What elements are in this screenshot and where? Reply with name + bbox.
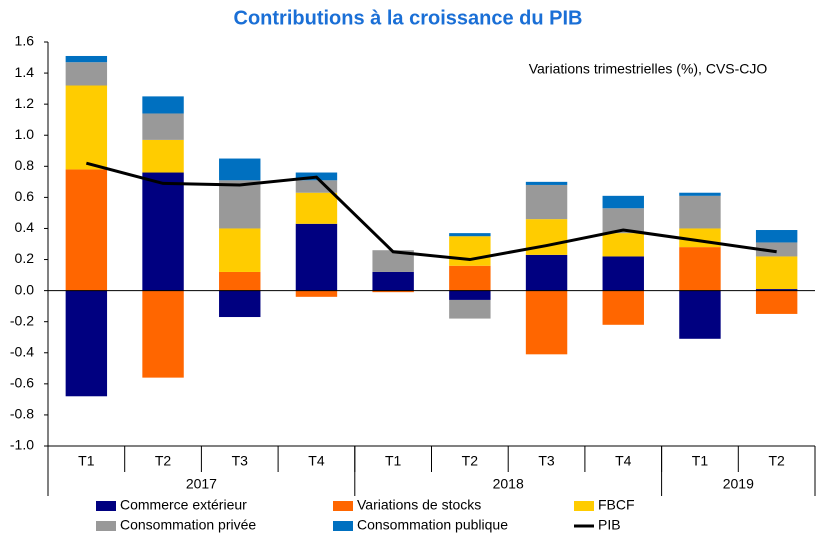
y-tick-label: 0.8 xyxy=(15,157,35,173)
bar-segment xyxy=(219,271,261,291)
bar-segment xyxy=(755,256,798,290)
group-label: 2019 xyxy=(723,476,754,492)
x-tick-label: T1 xyxy=(78,453,95,469)
bar-segment xyxy=(142,290,184,378)
legend-swatch xyxy=(333,521,353,531)
y-tick-label: 1.2 xyxy=(15,95,35,111)
x-tick-label: T2 xyxy=(155,453,172,469)
legend-swatch xyxy=(96,521,116,531)
bar-segment xyxy=(295,290,338,297)
bar-segment xyxy=(295,223,338,291)
bar-segment xyxy=(372,250,414,272)
bar-segment xyxy=(65,85,108,170)
bar-segment xyxy=(602,290,644,325)
bar-segment xyxy=(679,195,721,229)
annotation-box xyxy=(507,55,790,85)
legend-label: Consommation publique xyxy=(357,517,508,533)
bar-segment xyxy=(449,299,491,319)
y-tick-label: 0.0 xyxy=(15,281,35,297)
bar-segment xyxy=(755,289,798,291)
legend-swatch xyxy=(574,501,594,511)
bar-segment xyxy=(219,228,261,272)
x-tick-label: T1 xyxy=(385,453,402,469)
bar-segment xyxy=(219,180,261,229)
chart-title: Contributions à la croissance du PIB xyxy=(234,7,583,29)
bar-segment xyxy=(65,290,108,397)
bar-segment xyxy=(65,55,108,63)
y-tick-label: -0.2 xyxy=(10,312,34,328)
y-tick-label: -0.4 xyxy=(10,343,34,359)
bar-segment xyxy=(295,180,338,193)
bar-segment xyxy=(142,139,184,173)
bar-segment xyxy=(449,265,491,291)
legend-label: Variations de stocks xyxy=(357,497,481,513)
bar-segment xyxy=(755,290,798,314)
bar-segment xyxy=(755,230,798,243)
bar-segment xyxy=(372,271,414,291)
y-tick-label: 1.6 xyxy=(15,33,35,49)
annotation: Variations trimestrielles (%), CVS-CJO xyxy=(529,61,768,77)
legend-swatch xyxy=(96,501,116,511)
y-tick-label: 0.4 xyxy=(15,219,35,235)
bar-segment xyxy=(679,247,721,291)
x-tick-label: T2 xyxy=(462,453,479,469)
y-tick-label: -0.6 xyxy=(10,375,34,391)
legend-swatch xyxy=(333,501,353,511)
bar-segment xyxy=(525,290,568,355)
bar-segment xyxy=(679,192,721,196)
bar-segment xyxy=(142,113,184,140)
bar-segment xyxy=(525,181,568,185)
legend-label: PIB xyxy=(598,517,621,533)
bar-segment xyxy=(525,184,568,220)
bar-segment xyxy=(755,242,798,257)
x-tick-label: T2 xyxy=(768,453,785,469)
bar-segment xyxy=(142,96,184,114)
bar-segment xyxy=(65,62,108,86)
bar-segment xyxy=(65,169,108,291)
y-tick-label: 0.6 xyxy=(15,188,35,204)
y-tick-label: -0.8 xyxy=(10,406,34,422)
x-tick-label: T3 xyxy=(538,453,555,469)
legend-label: FBCF xyxy=(598,497,635,513)
legend-label: Commerce extérieur xyxy=(120,497,247,513)
bar-segment xyxy=(602,233,644,257)
bar-segment xyxy=(602,256,644,291)
bar-segment xyxy=(679,290,721,339)
bar-segment xyxy=(219,158,261,181)
line-series xyxy=(85,161,777,262)
group-label: 2018 xyxy=(493,476,524,492)
bar-segment xyxy=(142,172,184,291)
x-tick-label: T4 xyxy=(308,453,325,469)
group-label: 2017 xyxy=(186,476,217,492)
bar-segment xyxy=(449,236,491,266)
x-tick-label: T3 xyxy=(232,453,249,469)
bar-segment xyxy=(295,192,338,224)
y-tick-label: 0.2 xyxy=(15,250,35,266)
y-tick-label: 1.0 xyxy=(15,126,35,142)
x-tick-label: T1 xyxy=(692,453,709,469)
bar-segment xyxy=(372,290,414,293)
x-tick-label: T4 xyxy=(615,453,632,469)
bar-segment xyxy=(449,233,491,237)
bar-segment xyxy=(602,195,644,209)
bar-segment xyxy=(219,290,261,318)
bar-segment xyxy=(449,290,491,300)
bar-segment xyxy=(525,254,568,291)
legend-label: Consommation privée xyxy=(120,517,256,533)
y-tick-label: -1.0 xyxy=(10,437,34,453)
y-tick-label: 1.4 xyxy=(15,64,35,80)
